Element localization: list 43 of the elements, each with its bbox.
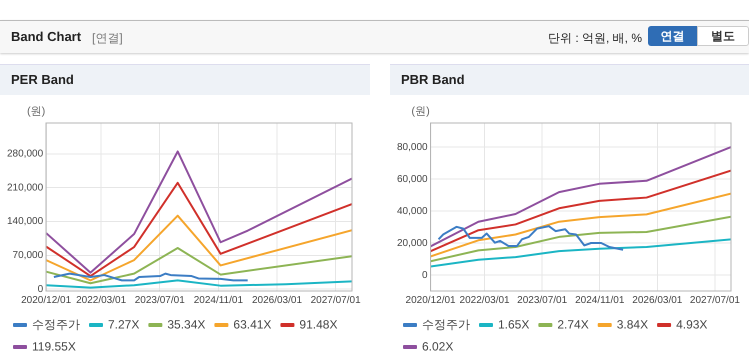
legend-label: 1.65X [498,317,530,332]
x-tick-label: 2022/03/01 [76,294,127,306]
legend-label: 63.41X [233,317,272,332]
toggle-button: 별도 [697,26,749,46]
x-tick-label: 2022/03/01 [460,294,510,306]
x-tick-label: 2020/12/01 [21,294,72,306]
x-tick-label: 2024/11/01 [194,294,244,306]
x-tick-label: 2026/03/01 [252,294,302,306]
x-tick-label: 2026/03/01 [632,294,683,306]
x-tick-label: 2023/07/01 [517,294,568,306]
y-tick-label: 40,000 [396,206,428,217]
x-tick-label: 2024/11/01 [575,294,625,306]
legend-label: 6.02X [422,339,454,354]
y-tick-label: 280,000 [6,148,44,160]
y-axis-title: (원) [411,106,430,118]
x-tick-label: 2027/07/01 [310,294,362,306]
y-tick-label: 70,000 [12,250,44,262]
legend-label: 119.55X [32,339,76,354]
legend-label: 수정주가 [32,317,80,332]
text: 단위 : 억원, 배, % [548,30,642,47]
legend-label: 7.27X [108,317,140,332]
y-tick-label: 60,000 [396,174,428,185]
legend-label: 35.34X [167,317,206,332]
legend-label: 수정주가 [422,317,470,332]
y-axis-title: (원) [26,106,46,118]
y-tick-label: 20,000 [396,238,428,249]
y-tick-label: 0 [38,284,44,295]
y-tick-label: 80,000 [396,142,428,153]
y-tick-label: 210,000 [6,182,44,194]
x-tick-label: 2020/12/01 [406,294,456,306]
y-tick-label: 140,000 [6,216,44,228]
chart-title: PBR Band [390,64,749,95]
x-tick-label: 2023/07/01 [134,294,186,306]
legend-label: 2.74X [557,317,589,332]
text: Band Chart [11,29,82,44]
x-tick-label: 2027/07/01 [690,294,740,306]
chart-title: PER Band [0,64,370,95]
y-tick-label: 0 [422,270,428,281]
legend-label: 3.84X [616,317,648,332]
toggle-button: 연결 [648,26,697,46]
text: [연결] [92,30,123,47]
legend-label: 4.93X [676,317,708,332]
legend-label: 91.48X [299,317,338,332]
